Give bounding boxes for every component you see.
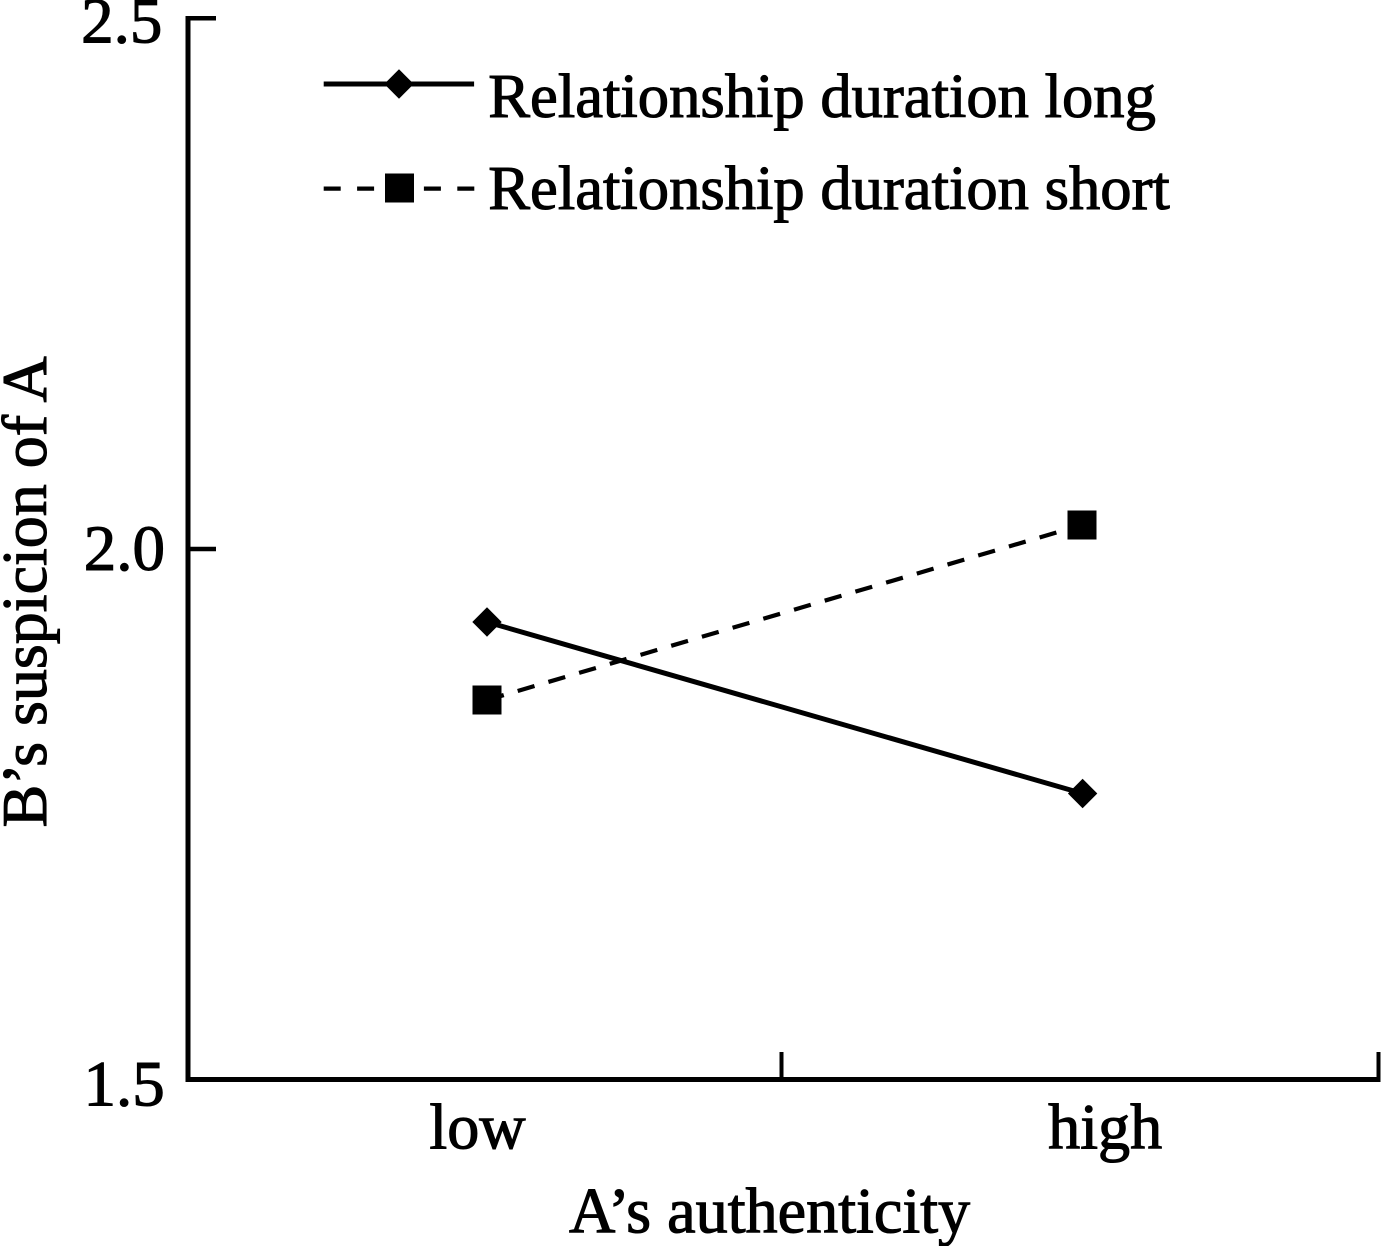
svg-text:Relationship duration short: Relationship duration short	[488, 153, 1170, 223]
svg-text:high: high	[1048, 1091, 1162, 1162]
svg-text:1.5: 1.5	[84, 1048, 165, 1120]
svg-text:2.0: 2.0	[84, 513, 165, 585]
svg-text:B’s suspicion of A: B’s suspicion of A	[0, 356, 60, 827]
svg-text:low: low	[429, 1092, 526, 1163]
svg-text:Relationship duration long: Relationship duration long	[488, 61, 1156, 131]
svg-text:A’s authenticity: A’s authenticity	[569, 1176, 970, 1246]
svg-text:2.5: 2.5	[81, 0, 162, 58]
